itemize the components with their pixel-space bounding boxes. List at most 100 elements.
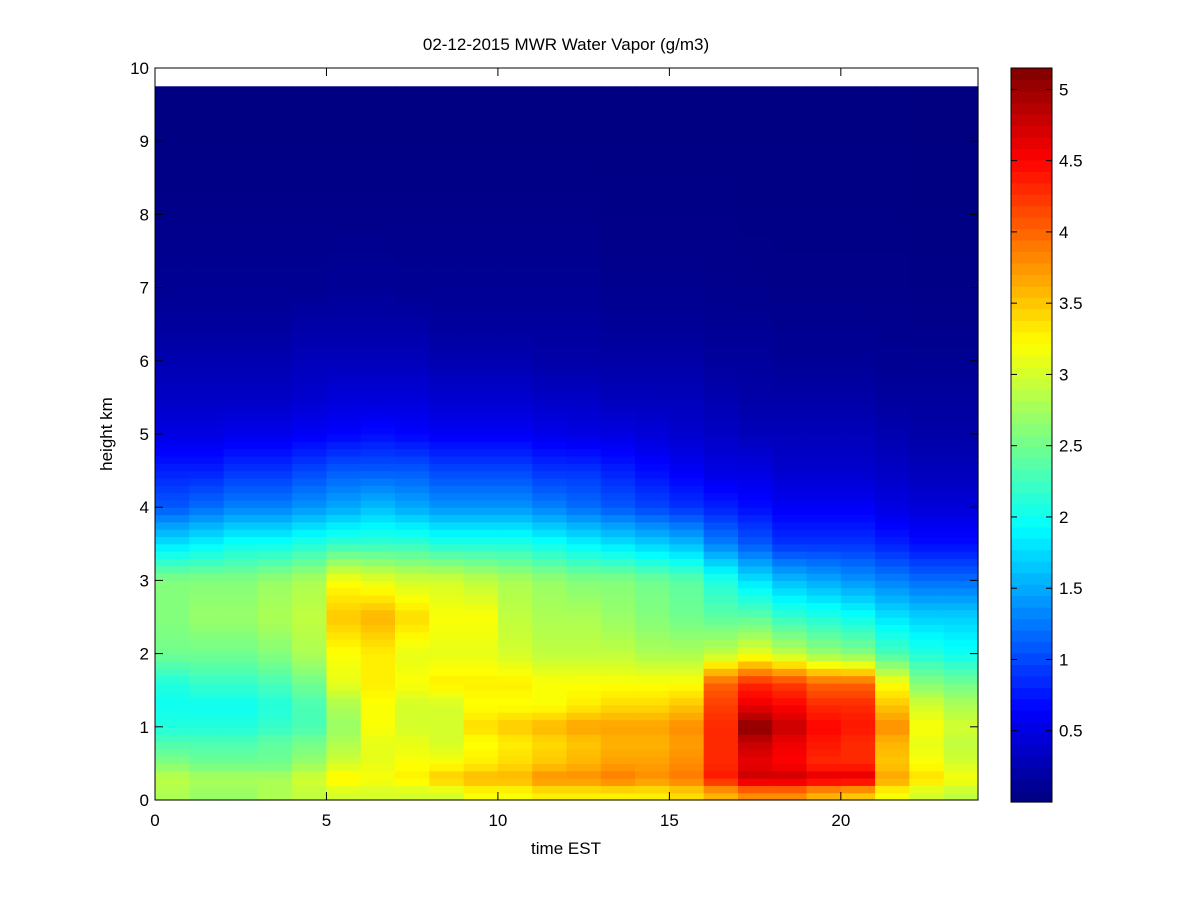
heatmap-cell <box>566 704 602 713</box>
heatmap-cell <box>669 229 705 237</box>
heatmap-cell <box>703 199 739 208</box>
heatmap-cell <box>772 558 808 567</box>
heatmap-cell <box>772 756 808 764</box>
heatmap-cell <box>600 734 636 743</box>
colorbar-tick-label: 3.5 <box>1059 294 1083 313</box>
heatmap-cell <box>463 316 499 325</box>
heatmap-cell <box>532 536 568 545</box>
heatmap-cell <box>532 785 568 794</box>
heatmap-cell <box>772 177 808 186</box>
heatmap-cell <box>943 587 979 596</box>
heatmap-cell <box>429 375 465 384</box>
heatmap-cell <box>806 302 842 311</box>
colorbar-segment <box>1011 480 1052 493</box>
heatmap-cell <box>463 470 499 479</box>
heatmap-cell <box>497 133 533 142</box>
heatmap-cell <box>909 477 945 486</box>
heatmap-cell <box>669 294 705 303</box>
heatmap-cell <box>395 587 430 596</box>
heatmap-cell <box>155 192 190 201</box>
heatmap-cell <box>497 521 533 530</box>
heatmap-cell <box>840 485 876 494</box>
heatmap-cell <box>909 338 945 347</box>
heatmap-cell <box>737 558 773 567</box>
heatmap-cell <box>189 302 225 311</box>
heatmap-cell <box>875 719 911 728</box>
heatmap-cell <box>395 353 430 362</box>
heatmap-cell <box>875 375 911 384</box>
heatmap-cell <box>566 441 602 450</box>
heatmap-cell <box>429 690 465 699</box>
heatmap-cell <box>463 477 499 486</box>
heatmap-cell <box>223 602 259 611</box>
heatmap-cell <box>635 741 670 750</box>
heatmap-cell <box>360 668 396 677</box>
heatmap-cell <box>497 163 533 172</box>
heatmap-cell <box>395 346 430 355</box>
heatmap-cell <box>806 126 842 135</box>
heatmap-cell <box>875 412 911 420</box>
heatmap-cell <box>360 221 396 230</box>
colorbar-segment <box>1011 366 1052 379</box>
heatmap-cell <box>326 221 362 230</box>
heatmap-cell <box>635 441 670 450</box>
heatmap-cell <box>429 470 465 479</box>
heatmap-cell <box>463 441 499 450</box>
heatmap-cell <box>395 368 430 377</box>
heatmap-cell <box>806 704 842 713</box>
heatmap-cell <box>292 470 328 479</box>
heatmap-cell <box>566 155 602 164</box>
heatmap-cell <box>943 792 979 801</box>
heatmap-cell <box>875 272 911 281</box>
heatmap-cell <box>395 529 430 538</box>
heatmap-cell <box>189 207 225 215</box>
heatmap-cell <box>223 302 259 311</box>
heatmap-cell <box>155 382 190 391</box>
heatmap-cell <box>600 690 636 699</box>
heatmap-cell <box>223 375 259 384</box>
heatmap-cell <box>566 294 602 303</box>
heatmap-cell <box>360 558 396 567</box>
heatmap-cell <box>669 390 705 398</box>
heatmap-cell <box>395 97 430 106</box>
heatmap-cell <box>703 353 739 362</box>
heatmap-cell <box>223 434 259 442</box>
heatmap-cell <box>566 148 602 157</box>
heatmap-cell <box>189 653 225 662</box>
heatmap-cell <box>326 89 362 98</box>
heatmap-cell <box>943 97 979 106</box>
heatmap-cell <box>703 565 739 574</box>
heatmap-cell <box>189 675 225 684</box>
heatmap-cell <box>875 756 911 764</box>
heatmap-cell <box>395 280 430 289</box>
heatmap-cell <box>875 419 911 428</box>
heatmap-cell <box>532 346 568 355</box>
heatmap-cell <box>497 514 533 523</box>
heatmap-cell <box>223 316 259 325</box>
heatmap-cell <box>806 565 842 574</box>
heatmap-cell <box>635 163 670 172</box>
heatmap-cell <box>600 602 636 611</box>
heatmap-cell <box>566 763 602 772</box>
heatmap-cell <box>600 646 636 655</box>
colorbar-segment <box>1011 102 1052 115</box>
heatmap-cell <box>669 382 705 391</box>
heatmap-cell <box>600 551 636 560</box>
heatmap-cell <box>772 419 808 428</box>
heatmap-cell <box>875 86 911 91</box>
heatmap-cell <box>326 272 362 281</box>
heatmap-cell <box>772 280 808 289</box>
heatmap-cell <box>943 463 979 472</box>
heatmap-cell <box>497 756 533 764</box>
heatmap-cell <box>326 463 362 472</box>
colorbar-segment <box>1011 572 1052 585</box>
heatmap-cell <box>737 324 773 333</box>
heatmap-cell <box>840 214 876 223</box>
heatmap-cell <box>532 434 568 442</box>
heatmap-cell <box>429 207 465 215</box>
colorbar-segment <box>1011 171 1052 184</box>
heatmap-cell <box>806 485 842 494</box>
heatmap-cell <box>703 543 739 552</box>
heatmap-cell <box>600 346 636 355</box>
heatmap-cell <box>806 514 842 523</box>
